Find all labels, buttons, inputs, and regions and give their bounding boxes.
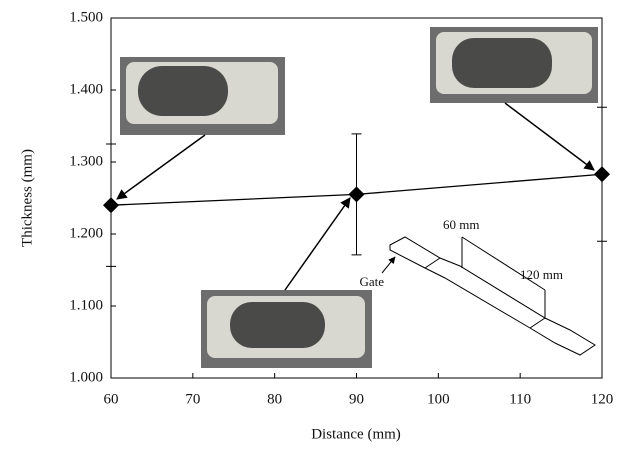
x-axis-title: Distance (mm) [311,426,401,442]
data-point [103,197,119,214]
annotation: 60 mm [443,217,479,232]
annotation: 120 mm [520,267,563,282]
x-tick-label: 70 [185,391,200,407]
annotation: Gate [359,274,384,289]
y-tick-label: 1.200 [69,225,103,241]
y-tick-label: 1.300 [69,153,103,169]
y-tick-label: 1.400 [69,81,103,97]
x-tick-label: 60 [104,391,119,407]
specimen-drawing [381,236,596,356]
data-point [594,166,610,183]
x-tick-label: 90 [349,391,364,407]
data-point [348,186,365,203]
y-tick-label: 1.100 [69,297,103,313]
x-tick-label: 110 [509,391,531,407]
x-tick-label: 100 [427,391,450,407]
photos [116,27,598,368]
y-tick-label: 1.500 [69,9,103,25]
x-tick-label: 80 [267,391,282,407]
y-tick-label: 1.000 [69,369,103,385]
x-tick-label: 120 [591,391,614,407]
y-axis-title: Thickness (mm) [19,149,35,247]
